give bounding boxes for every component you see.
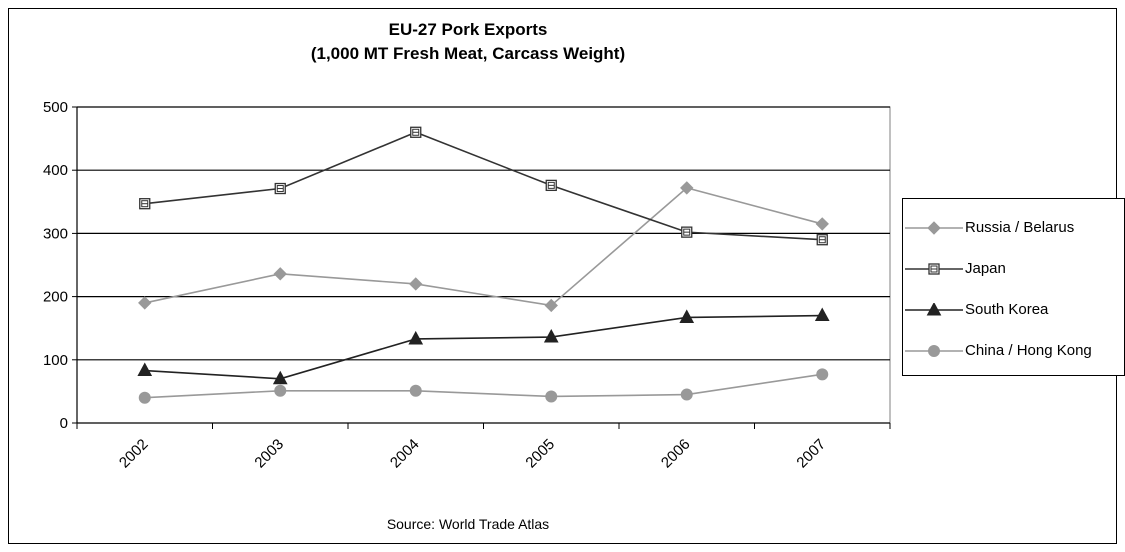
source-note: Source: World Trade Atlas bbox=[386, 516, 550, 532]
data-point-south-korea bbox=[814, 307, 830, 322]
legend-swatch-russia-belarus bbox=[905, 220, 963, 235]
y-tick-label: 300 bbox=[43, 225, 68, 242]
data-point-russia-belarus bbox=[409, 277, 423, 291]
data-point-china-hong-kong bbox=[274, 384, 287, 397]
plot-area bbox=[76, 106, 891, 424]
chart-title-block: EU-27 Pork Exports (1,000 MT Fresh Meat,… bbox=[0, 18, 936, 66]
data-point-china-hong-kong bbox=[545, 390, 558, 403]
data-point-russia-belarus bbox=[680, 181, 694, 195]
series-line-japan bbox=[144, 131, 823, 241]
legend-label: South Korea bbox=[965, 301, 1049, 318]
data-point-japan bbox=[139, 198, 151, 210]
series-line-russia-belarus bbox=[144, 187, 823, 307]
legend-item-russia-belarus: Russia / Belarus bbox=[903, 207, 1124, 248]
series-russia-belarus bbox=[138, 181, 829, 313]
data-point-japan bbox=[681, 226, 693, 238]
series-line-china-hong-kong bbox=[144, 373, 823, 399]
data-point-south-korea bbox=[543, 328, 559, 343]
legend-marker bbox=[928, 262, 940, 275]
data-point-china-hong-kong bbox=[680, 388, 693, 401]
legend-item-south-korea: South Korea bbox=[903, 289, 1124, 330]
data-point-south-korea bbox=[137, 362, 153, 377]
data-point-japan bbox=[545, 179, 557, 192]
data-point-south-korea bbox=[408, 330, 424, 345]
legend-swatch-south-korea bbox=[905, 302, 963, 315]
series-line-south-korea bbox=[144, 314, 823, 380]
legend-item-china-hong-kong: China / Hong Kong bbox=[903, 330, 1124, 371]
x-tick-label: 2003 bbox=[251, 436, 287, 472]
data-point-china-hong-kong bbox=[816, 368, 829, 381]
x-tick-label: 2004 bbox=[387, 436, 423, 472]
data-point-china-hong-kong bbox=[409, 384, 422, 397]
data-point-japan bbox=[274, 182, 286, 195]
data-point-japan bbox=[410, 126, 422, 138]
data-point-russia-belarus bbox=[138, 296, 152, 310]
legend-label: Russia / Belarus bbox=[965, 219, 1075, 236]
legend-label: Japan bbox=[965, 260, 1006, 277]
series-south-korea bbox=[137, 307, 830, 385]
series-japan bbox=[139, 126, 828, 246]
legend-swatch-japan bbox=[905, 262, 963, 275]
data-point-russia-belarus bbox=[273, 267, 287, 281]
y-tick-label: 500 bbox=[43, 99, 68, 116]
legend-label: China / Hong Kong bbox=[965, 342, 1092, 359]
y-tick-label: 100 bbox=[43, 352, 68, 369]
legend-marker bbox=[926, 302, 942, 315]
data-point-china-hong-kong bbox=[138, 391, 151, 404]
data-point-south-korea bbox=[679, 309, 695, 323]
chart-title: EU-27 Pork Exports bbox=[388, 20, 548, 39]
data-point-japan bbox=[816, 234, 828, 246]
legend-marker bbox=[927, 220, 941, 235]
x-tick-label: 2005 bbox=[522, 436, 558, 472]
x-tick-label: 2002 bbox=[116, 436, 152, 472]
data-point-south-korea bbox=[272, 370, 288, 385]
y-tick-label: 200 bbox=[43, 289, 68, 306]
legend-marker bbox=[928, 344, 940, 357]
data-point-russia-belarus bbox=[815, 217, 829, 231]
legend-item-japan: Japan bbox=[903, 248, 1124, 289]
x-tick-label: 2007 bbox=[793, 436, 829, 472]
chart-subtitle: (1,000 MT Fresh Meat, Carcass Weight) bbox=[310, 44, 626, 63]
y-tick-label: 0 bbox=[60, 415, 68, 432]
x-tick-label: 2006 bbox=[658, 436, 694, 472]
y-tick-label: 400 bbox=[43, 162, 68, 179]
data-point-russia-belarus bbox=[544, 298, 558, 313]
chart-legend: Russia / Belarus Japan South Korea China / … bbox=[902, 198, 1125, 376]
series-china-hong-kong bbox=[138, 368, 829, 404]
legend-swatch-china-hong-kong bbox=[905, 344, 963, 357]
